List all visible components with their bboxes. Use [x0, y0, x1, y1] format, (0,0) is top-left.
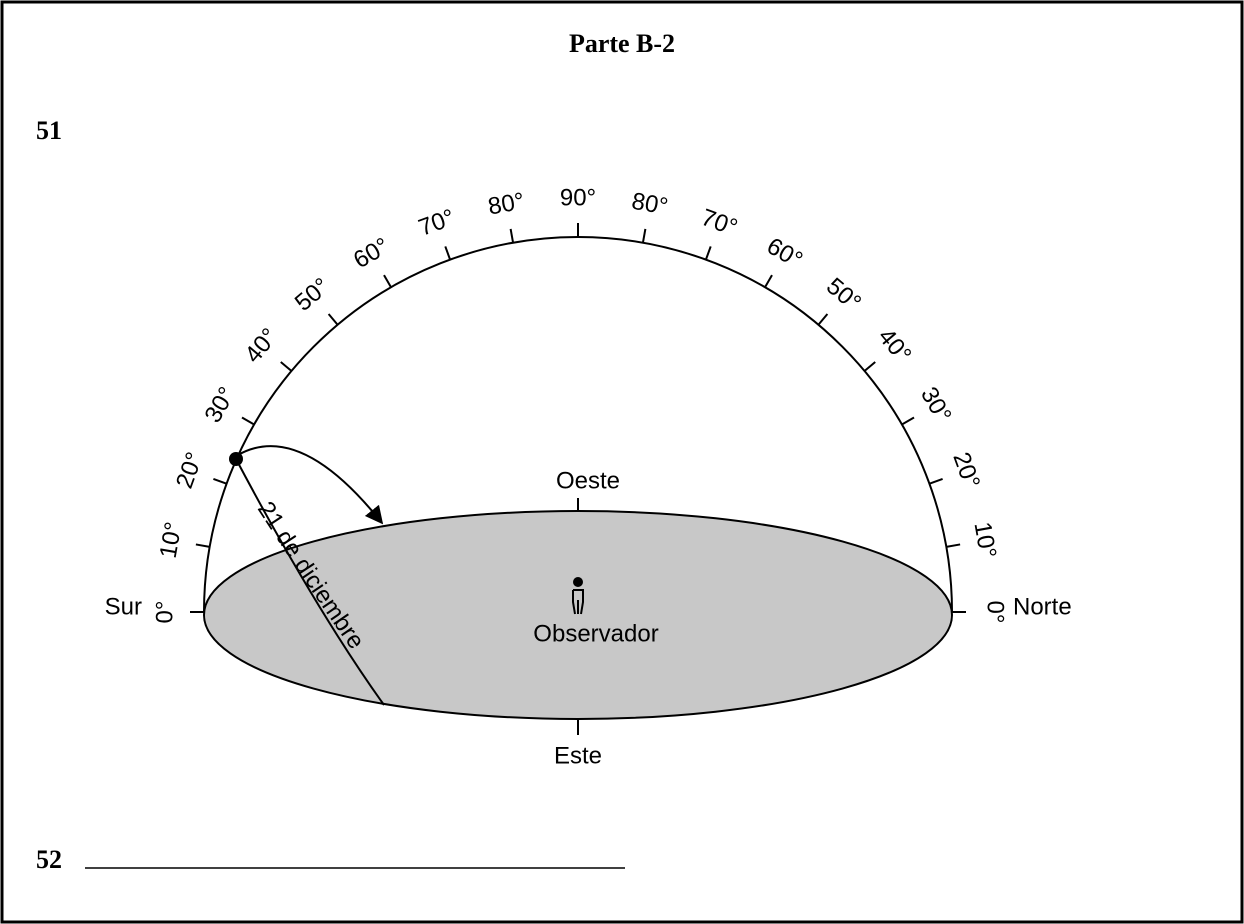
tick [280, 361, 293, 372]
observer-icon [572, 577, 584, 615]
degree-label: 0° [982, 601, 1009, 624]
tick [704, 246, 712, 260]
tick [509, 228, 515, 243]
observer-label: Observador [533, 620, 658, 647]
tick [929, 478, 943, 485]
tick [817, 313, 829, 326]
tick [764, 274, 773, 288]
tick [901, 416, 915, 426]
page-title: Parte B-2 [569, 29, 675, 58]
direction-label: Norte [1013, 593, 1072, 620]
tick [327, 313, 339, 326]
tick [444, 246, 452, 260]
tick [641, 228, 647, 243]
degree-label: 0° [151, 601, 178, 624]
degree-label: 10° [155, 520, 188, 560]
tick [863, 361, 876, 372]
direction-label: Este [554, 742, 602, 769]
horizon-plane [203, 510, 953, 720]
tick [213, 478, 227, 485]
tick [946, 543, 961, 548]
direction-label: Oeste [556, 467, 620, 494]
arrow [237, 445, 384, 525]
tick [195, 543, 210, 548]
direction-label: Sur [105, 593, 142, 620]
degree-label: 80° [630, 188, 670, 221]
degree-label: 80° [486, 188, 526, 221]
sun [229, 452, 243, 466]
tick [383, 274, 392, 288]
question-number: 52 [36, 845, 62, 874]
degree-label: 10° [968, 520, 1001, 560]
tick [241, 416, 255, 426]
degree-label: 90° [560, 184, 596, 211]
question-number: 51 [36, 116, 62, 145]
sun-path [235, 458, 385, 706]
